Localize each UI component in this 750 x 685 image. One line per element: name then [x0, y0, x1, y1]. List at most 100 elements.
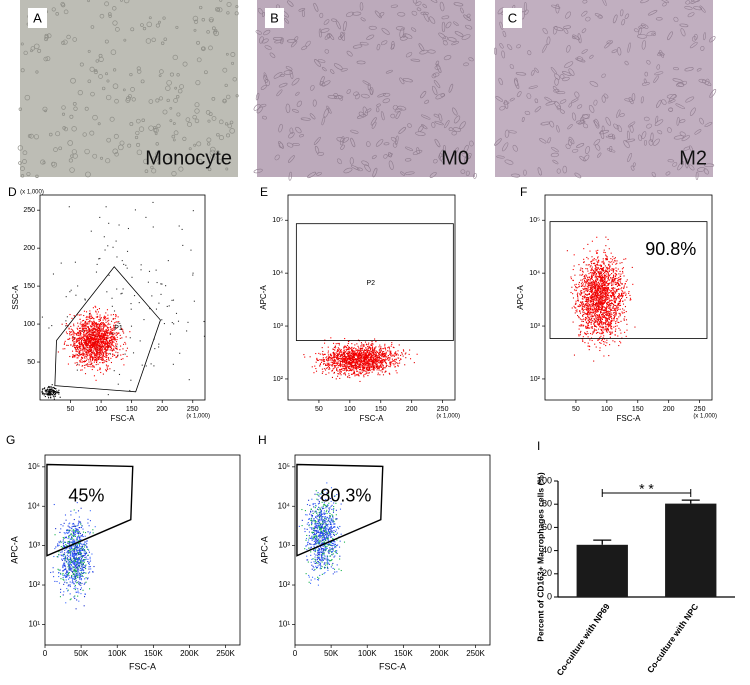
event-dot: [90, 349, 91, 350]
event-dot: [107, 324, 108, 325]
event-dot: [110, 342, 111, 343]
event-dot: [587, 333, 588, 334]
event-dot: [379, 361, 380, 362]
event-dot: [567, 250, 568, 251]
event-dot: [605, 314, 606, 315]
event-dot: [76, 335, 77, 336]
event-dot: [94, 375, 95, 376]
event-dot: [95, 346, 96, 347]
event-dot: [153, 226, 154, 227]
event-dot: [334, 347, 335, 348]
event-dot: [350, 360, 351, 361]
event-dot: [343, 347, 344, 348]
event-dot: [583, 321, 584, 322]
event-dot: [54, 394, 55, 395]
event-dot: [380, 355, 381, 356]
event-dot: [179, 225, 180, 226]
x-axis-title: FSC-A: [360, 414, 385, 423]
event-dot: [108, 337, 109, 338]
event-dot: [597, 257, 598, 258]
event-dot: [109, 324, 110, 325]
event-dot: [352, 349, 353, 350]
event-dot: [92, 357, 93, 358]
event-dot: [338, 355, 339, 356]
event-dot: [588, 258, 589, 259]
event-dot: [605, 245, 606, 246]
event-dot: [84, 356, 85, 357]
event-dot: [101, 328, 102, 329]
event-dot: [360, 373, 361, 374]
event-dot: [338, 361, 339, 362]
event-dot: [91, 355, 92, 356]
event-dot: [350, 353, 351, 354]
event-dot: [98, 359, 99, 360]
event-dot: [336, 343, 337, 344]
event-dot: [74, 347, 75, 348]
event-dot: [582, 315, 583, 316]
event-dot: [387, 350, 388, 351]
event-dot: [610, 278, 611, 279]
event-dot: [360, 352, 361, 353]
event-dot: [99, 344, 100, 345]
event-dot: [108, 347, 109, 348]
event-dot: [360, 362, 361, 363]
event-dot: [619, 341, 620, 342]
event-dot: [375, 366, 376, 367]
event-dot: [115, 322, 116, 323]
event-dot: [186, 330, 187, 331]
event-dot: [387, 347, 388, 348]
event-dot: [78, 333, 79, 334]
event-dot: [369, 363, 370, 364]
event-dot: [88, 335, 89, 336]
event-dot: [612, 268, 613, 269]
event-dot: [120, 335, 121, 336]
event-dot: [382, 371, 383, 372]
event-dot: [379, 374, 380, 375]
event-dot: [122, 358, 123, 359]
event-dot: [121, 359, 122, 360]
event-dot: [331, 358, 332, 359]
event-dot: [346, 369, 347, 370]
event-dot: [69, 314, 70, 315]
event-dot: [615, 315, 616, 316]
event-dot: [339, 365, 340, 366]
event-dot: [585, 284, 586, 285]
event-dot: [403, 356, 404, 357]
event-dot: [111, 349, 112, 350]
event-dot: [336, 358, 337, 359]
event-dot: [73, 324, 74, 325]
event-dot: [96, 347, 97, 348]
event-dot: [77, 357, 78, 358]
event-dot: [100, 319, 101, 320]
event-dot: [389, 362, 390, 363]
event-dot: [148, 282, 149, 283]
event-dot: [91, 318, 92, 319]
event-dot: [326, 368, 327, 369]
event-dot: [67, 316, 68, 317]
event-dot: [614, 297, 615, 298]
event-dot: [104, 356, 105, 357]
event-dot: [326, 359, 327, 360]
event-dot: [89, 310, 90, 311]
event-dot: [611, 270, 612, 271]
event-dot: [329, 357, 330, 358]
event-dot: [630, 299, 631, 300]
event-dot: [86, 349, 87, 350]
event-dot: [366, 344, 367, 345]
event-dot: [101, 342, 102, 343]
event-dot: [373, 352, 374, 353]
event-dot: [352, 357, 353, 358]
event-dot: [69, 356, 70, 357]
event-dot: [393, 360, 394, 361]
event-dot: [87, 350, 88, 351]
event-dot: [350, 355, 351, 356]
event-dot: [365, 350, 366, 351]
event-dot: [123, 332, 124, 333]
event-dot: [86, 346, 87, 347]
event-dot: [587, 244, 588, 245]
event-dot: [101, 324, 102, 325]
event-dot: [354, 375, 355, 376]
event-dot: [396, 353, 397, 354]
event-dot: [107, 342, 108, 343]
event-dot: [86, 364, 87, 365]
